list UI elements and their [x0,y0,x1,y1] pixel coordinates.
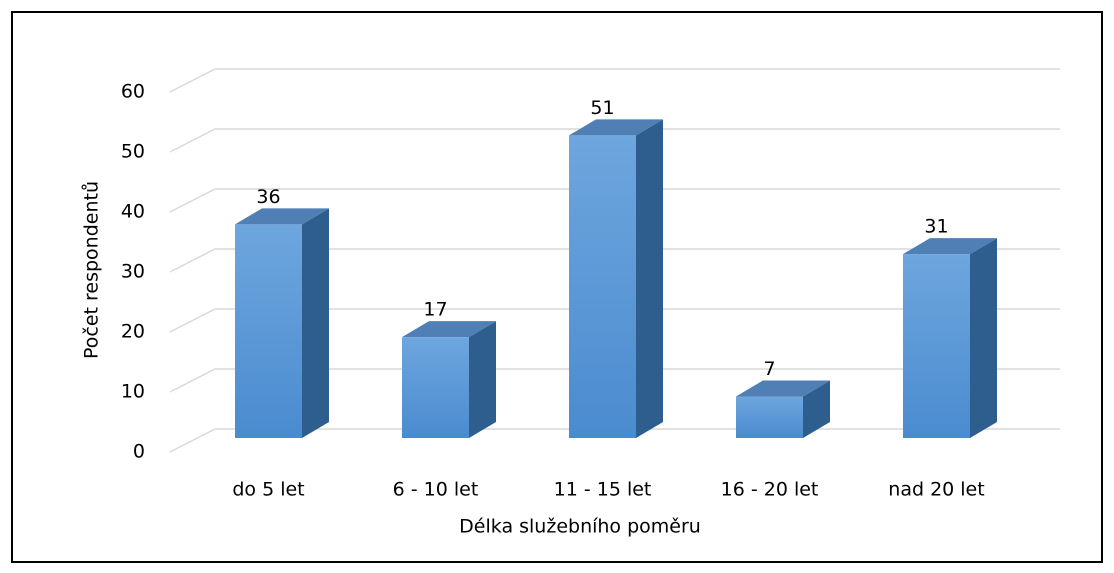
data-label: 31 [924,216,948,238]
grid-line [169,188,1060,213]
grid-line [169,368,1060,393]
data-label: 51 [590,97,614,119]
bar-top [235,208,329,225]
grid-line [169,308,1060,333]
x-tick-label: 16 - 20 let [721,479,819,501]
y-tick-label: 50 [121,141,145,163]
grid-line [169,68,1060,93]
data-label: 7 [763,358,775,380]
x-tick-label: do 5 let [232,479,304,501]
grid-line [169,248,1060,273]
x-tick-label: nad 20 let [888,479,984,501]
bar-side [803,380,830,438]
y-tick-label: 40 [121,201,145,223]
bar-side [469,321,496,438]
y-tick-label: 30 [121,261,145,283]
bar [569,135,636,438]
bar-top [569,119,663,136]
data-label: 36 [256,186,280,208]
grid-line [169,128,1060,153]
bar-side [302,208,329,438]
x-tick-label: 6 - 10 let [393,479,479,501]
bar-top [736,380,830,397]
y-tick-label: 0 [133,441,145,463]
bar-top [903,238,997,255]
bar [736,396,803,438]
bar [235,224,302,438]
bar-side [970,238,997,438]
bar [903,254,970,438]
y-tick-label: 10 [121,381,145,403]
x-axis-title: Délka služebního poměru [459,516,701,538]
bar [402,337,469,438]
y-tick-label: 60 [121,81,145,103]
y-tick-label: 20 [121,321,145,343]
y-axis-title: Počet respondentů [81,181,103,359]
data-label: 17 [423,299,447,321]
bar-side [636,119,663,439]
bar-top [402,321,496,338]
x-tick-label: 11 - 15 let [554,479,652,501]
